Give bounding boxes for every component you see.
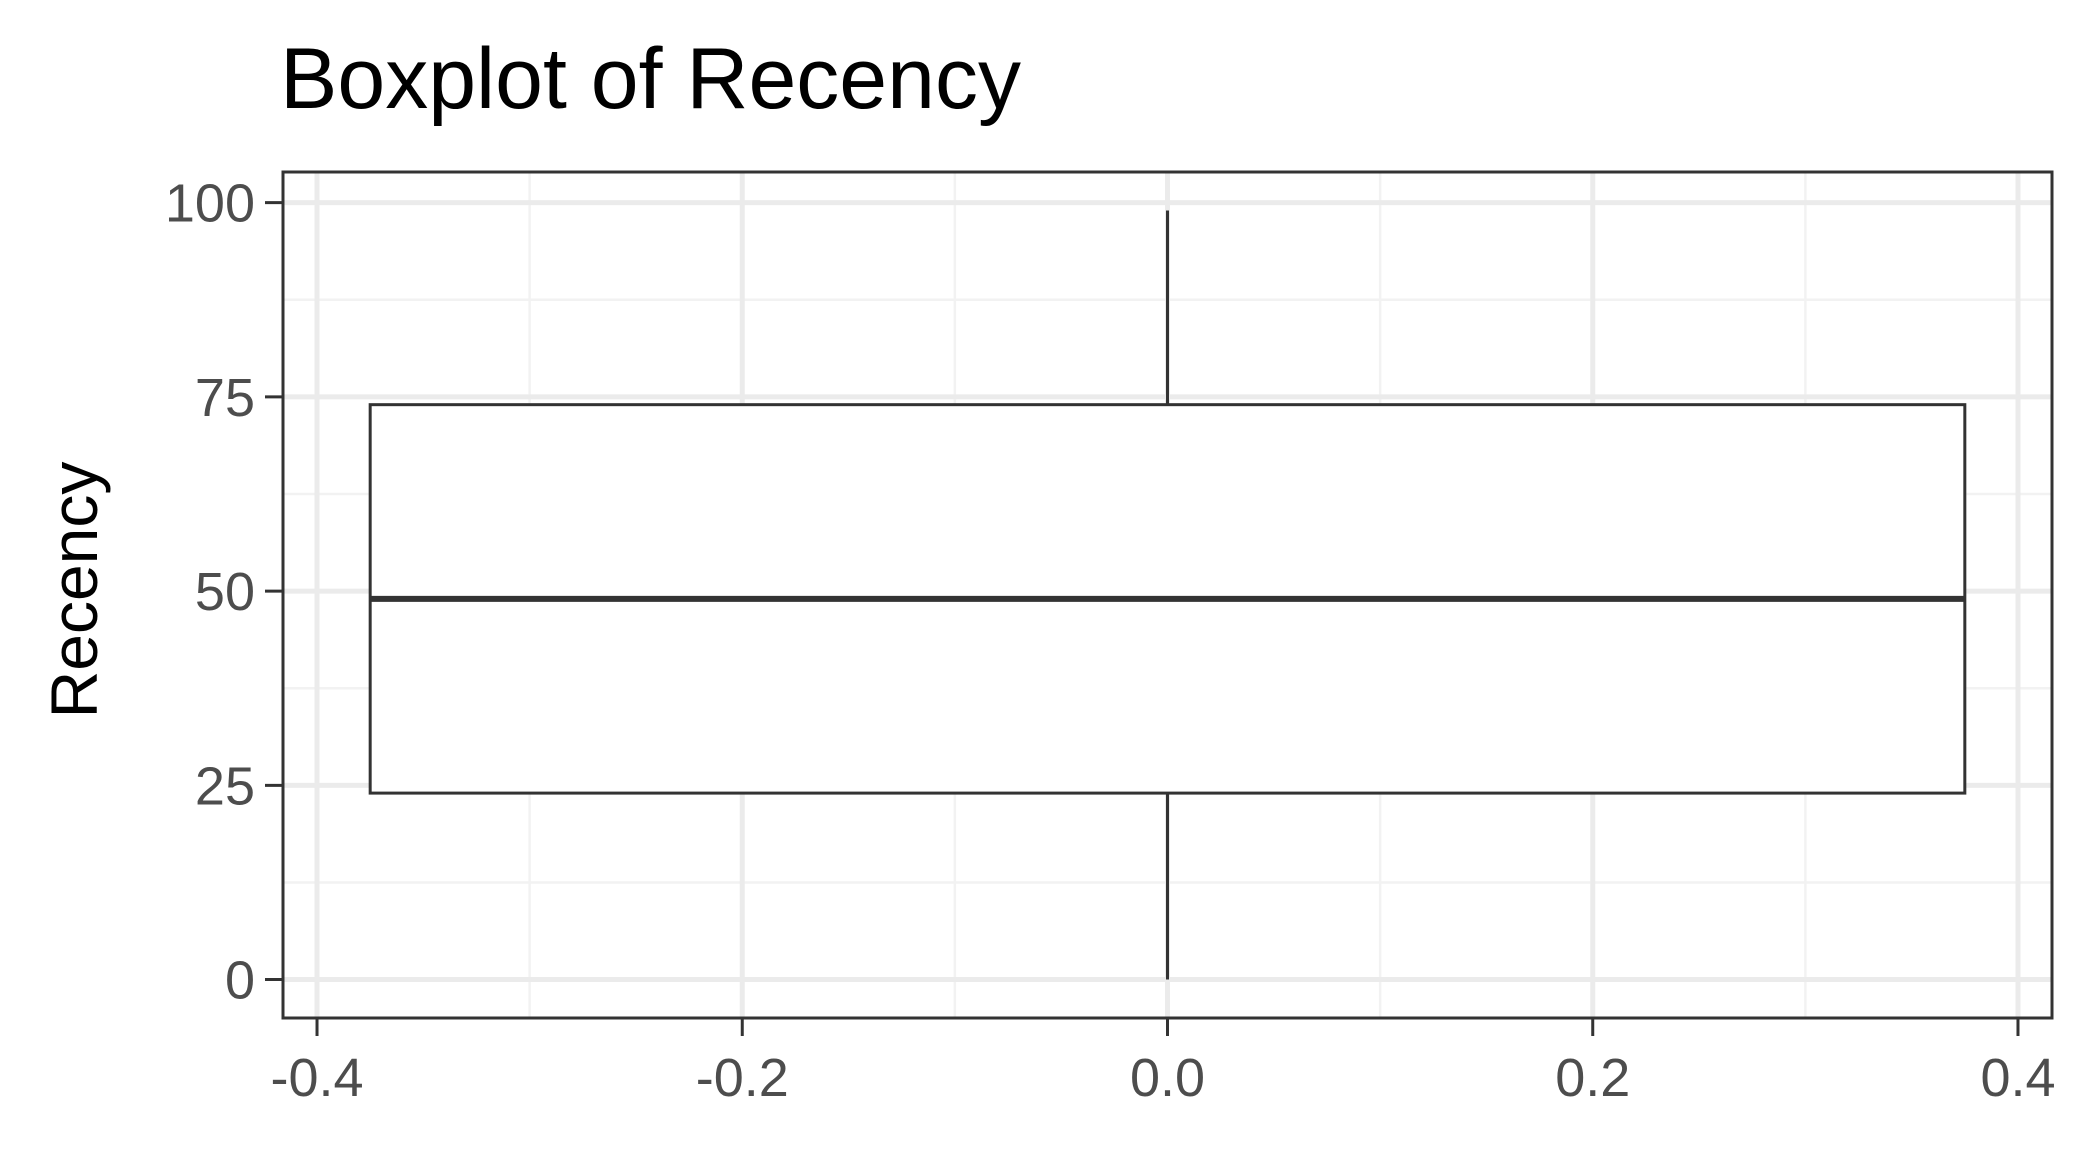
y-tick-label: 100 (165, 174, 255, 234)
y-tick-label: 75 (195, 368, 255, 428)
y-axis-label: Recency (37, 462, 111, 719)
boxplot-series (368, 210, 1967, 980)
x-axis: -0.4 -0.2 0.0 0.2 0.4 (270, 1018, 2056, 1108)
y-tick-label: 0 (225, 951, 255, 1011)
x-tick-label: -0.2 (696, 1048, 789, 1108)
y-tick-label: 25 (195, 756, 255, 816)
chart-title: Boxplot of Recency (280, 31, 1021, 127)
x-tick-label: 0.2 (1555, 1048, 1630, 1108)
x-tick-label: 0.4 (1980, 1048, 2055, 1108)
y-tick-label: 50 (195, 562, 255, 622)
x-tick-label: -0.4 (270, 1048, 363, 1108)
y-axis: 0 25 50 75 100 (165, 174, 283, 1011)
x-tick-label: 0.0 (1130, 1048, 1205, 1108)
